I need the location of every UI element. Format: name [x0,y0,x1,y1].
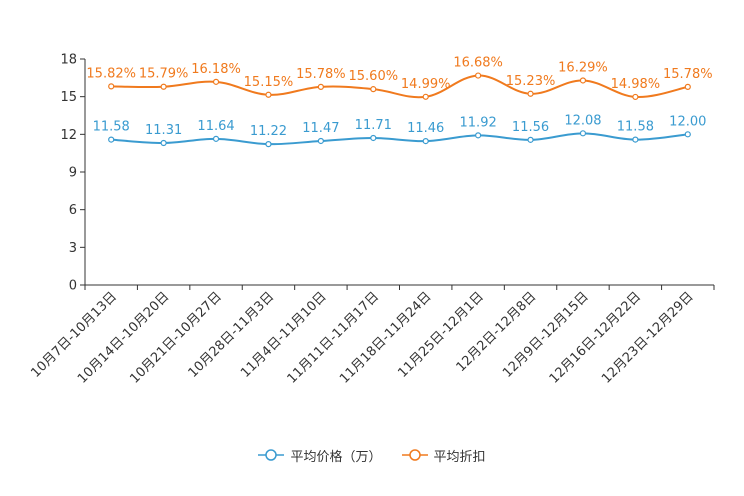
line-chart: 0 3 6 9 12 15 18 10月7日-10月13日10月14日-10月20日10月21… [28,53,715,387]
data-label: 16.29% [558,60,608,75]
data-label: 11.56 [512,120,549,135]
data-label: 15.15% [244,75,294,90]
x-tick-label: 11月18日-11月24日 [337,289,434,386]
data-point[interactable] [265,91,272,98]
y-tick-label: 0 [69,279,77,294]
data-point[interactable] [370,134,377,142]
data-label: 15.60% [349,69,399,84]
data-label: 11.71 [355,118,392,133]
data-point[interactable] [108,136,115,143]
x-tick-label: 12月16日-12月22日 [547,289,644,386]
data-point[interactable] [684,131,691,138]
data-label: 12.08 [564,113,601,128]
y-tick-label: 3 [69,241,77,256]
series-1: 15.82% 15.79% 16.18%15.15%15.78% 15.60%14.9… [86,56,713,101]
series-line [111,132,688,146]
data-label: 15.79% [139,67,189,82]
y-tick-label: 12 [60,128,77,143]
data-point[interactable] [527,136,534,143]
data-point[interactable] [370,86,377,93]
data-point[interactable] [632,93,639,101]
x-tick-label: 11月11日-11月17日 [285,289,382,386]
legend-item-price[interactable]: 平均价格（万） [258,446,382,465]
data-point[interactable] [212,135,220,142]
data-label: 11.64 [197,119,234,134]
legend-item-discount[interactable]: 平均折扣 [401,446,486,465]
data-point[interactable] [422,138,429,145]
data-label: 11.92 [460,115,497,130]
data-label: 12.00 [669,114,706,129]
legend-label-discount: 平均折扣 [433,449,486,465]
data-point[interactable] [160,83,167,90]
data-point[interactable] [422,93,429,100]
x-tick-label: 12月23日-12月29日 [599,289,696,386]
y-tick-label: 6 [69,203,77,218]
legend: 平均价格（万） 平均折扣 [0,444,744,466]
y-tick-label: 15 [60,90,77,105]
data-label: 16.18% [191,62,241,77]
legend-label-price: 平均价格（万） [290,449,382,465]
data-label: 15.82% [86,66,136,81]
data-label: 15.78% [663,67,713,82]
data-point[interactable] [684,83,691,90]
data-point[interactable] [475,132,482,139]
data-point[interactable] [527,90,534,97]
data-point[interactable] [108,83,115,90]
x-tick-label: 10月14日-10月20日 [75,289,172,386]
data-point[interactable] [317,137,324,145]
data-label: 11.22 [250,124,287,139]
x-tick-label: 10月7日-10月13日 [28,289,120,381]
data-label: 15.23% [506,74,556,89]
data-point[interactable] [579,130,587,137]
legend-marker-discount [401,449,428,461]
data-point[interactable] [317,83,324,90]
data-label: 11.46 [407,121,444,136]
data-point[interactable] [160,139,167,147]
data-label: 11.31 [145,123,182,138]
data-label: 11.58 [93,120,130,135]
data-label: 14.99% [401,77,451,92]
data-label: 14.98% [611,77,661,92]
series-0: 11.58 11.31 11.64 11.22 11.47 11.71 11.46 11.92… [93,113,706,148]
y-tick-label: 18 [60,53,77,68]
data-point[interactable] [212,78,220,85]
data-point[interactable] [632,136,639,143]
data-point[interactable] [579,77,587,84]
y-tick-label: 9 [69,166,77,181]
data-label: 15.78% [296,67,346,82]
data-point[interactable] [265,141,272,148]
data-point[interactable] [475,72,482,79]
series-layer: 11.58 11.31 11.64 11.22 11.47 11.71 11.46 11.92… [86,56,713,148]
data-label: 11.47 [302,121,339,136]
data-label: 11.58 [617,120,654,135]
axes: 0 3 6 9 12 15 18 10月7日-10月13日10月14日-10月20日10月21… [28,53,715,387]
data-label: 16.68% [453,56,503,71]
legend-marker-price [258,449,285,461]
series-line [111,74,688,99]
x-tick-label: 10月21日-10月27日 [127,289,224,386]
